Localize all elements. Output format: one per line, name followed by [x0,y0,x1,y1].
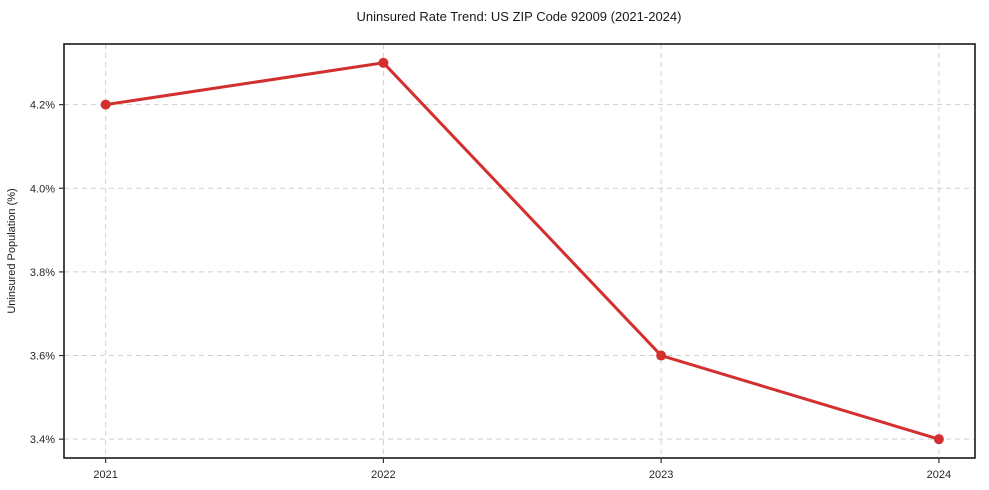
data-layer [100,57,944,445]
grid-layer [64,44,975,458]
x-tick-label: 2022 [371,469,395,481]
data-point-2022 [378,57,389,68]
trend-line [104,61,941,441]
y-tick-label: 4.2% [30,100,55,112]
data-point-2024 [933,434,944,445]
y-tick-label: 3.4% [30,434,55,446]
axes-layer: 2021 2022 2023 2024 3.4% 3.6% 3.8% 4.0% 4.2% [30,43,976,481]
x-tick-label: 2023 [649,469,673,481]
x-tick-label: 2021 [93,469,117,481]
chart-title: Uninsured Rate Trend: US ZIP Code 92009 … [357,9,682,24]
y-tick-label: 4.0% [30,183,55,195]
y-axis-label: Uninsured Population (%) [6,188,18,313]
y-tick-label: 3.6% [30,351,55,363]
data-point-2023 [656,350,667,361]
data-point-2021 [100,99,111,110]
plot-border [63,43,976,459]
x-tick-label: 2024 [927,469,951,481]
y-tick-label: 3.8% [30,267,55,279]
